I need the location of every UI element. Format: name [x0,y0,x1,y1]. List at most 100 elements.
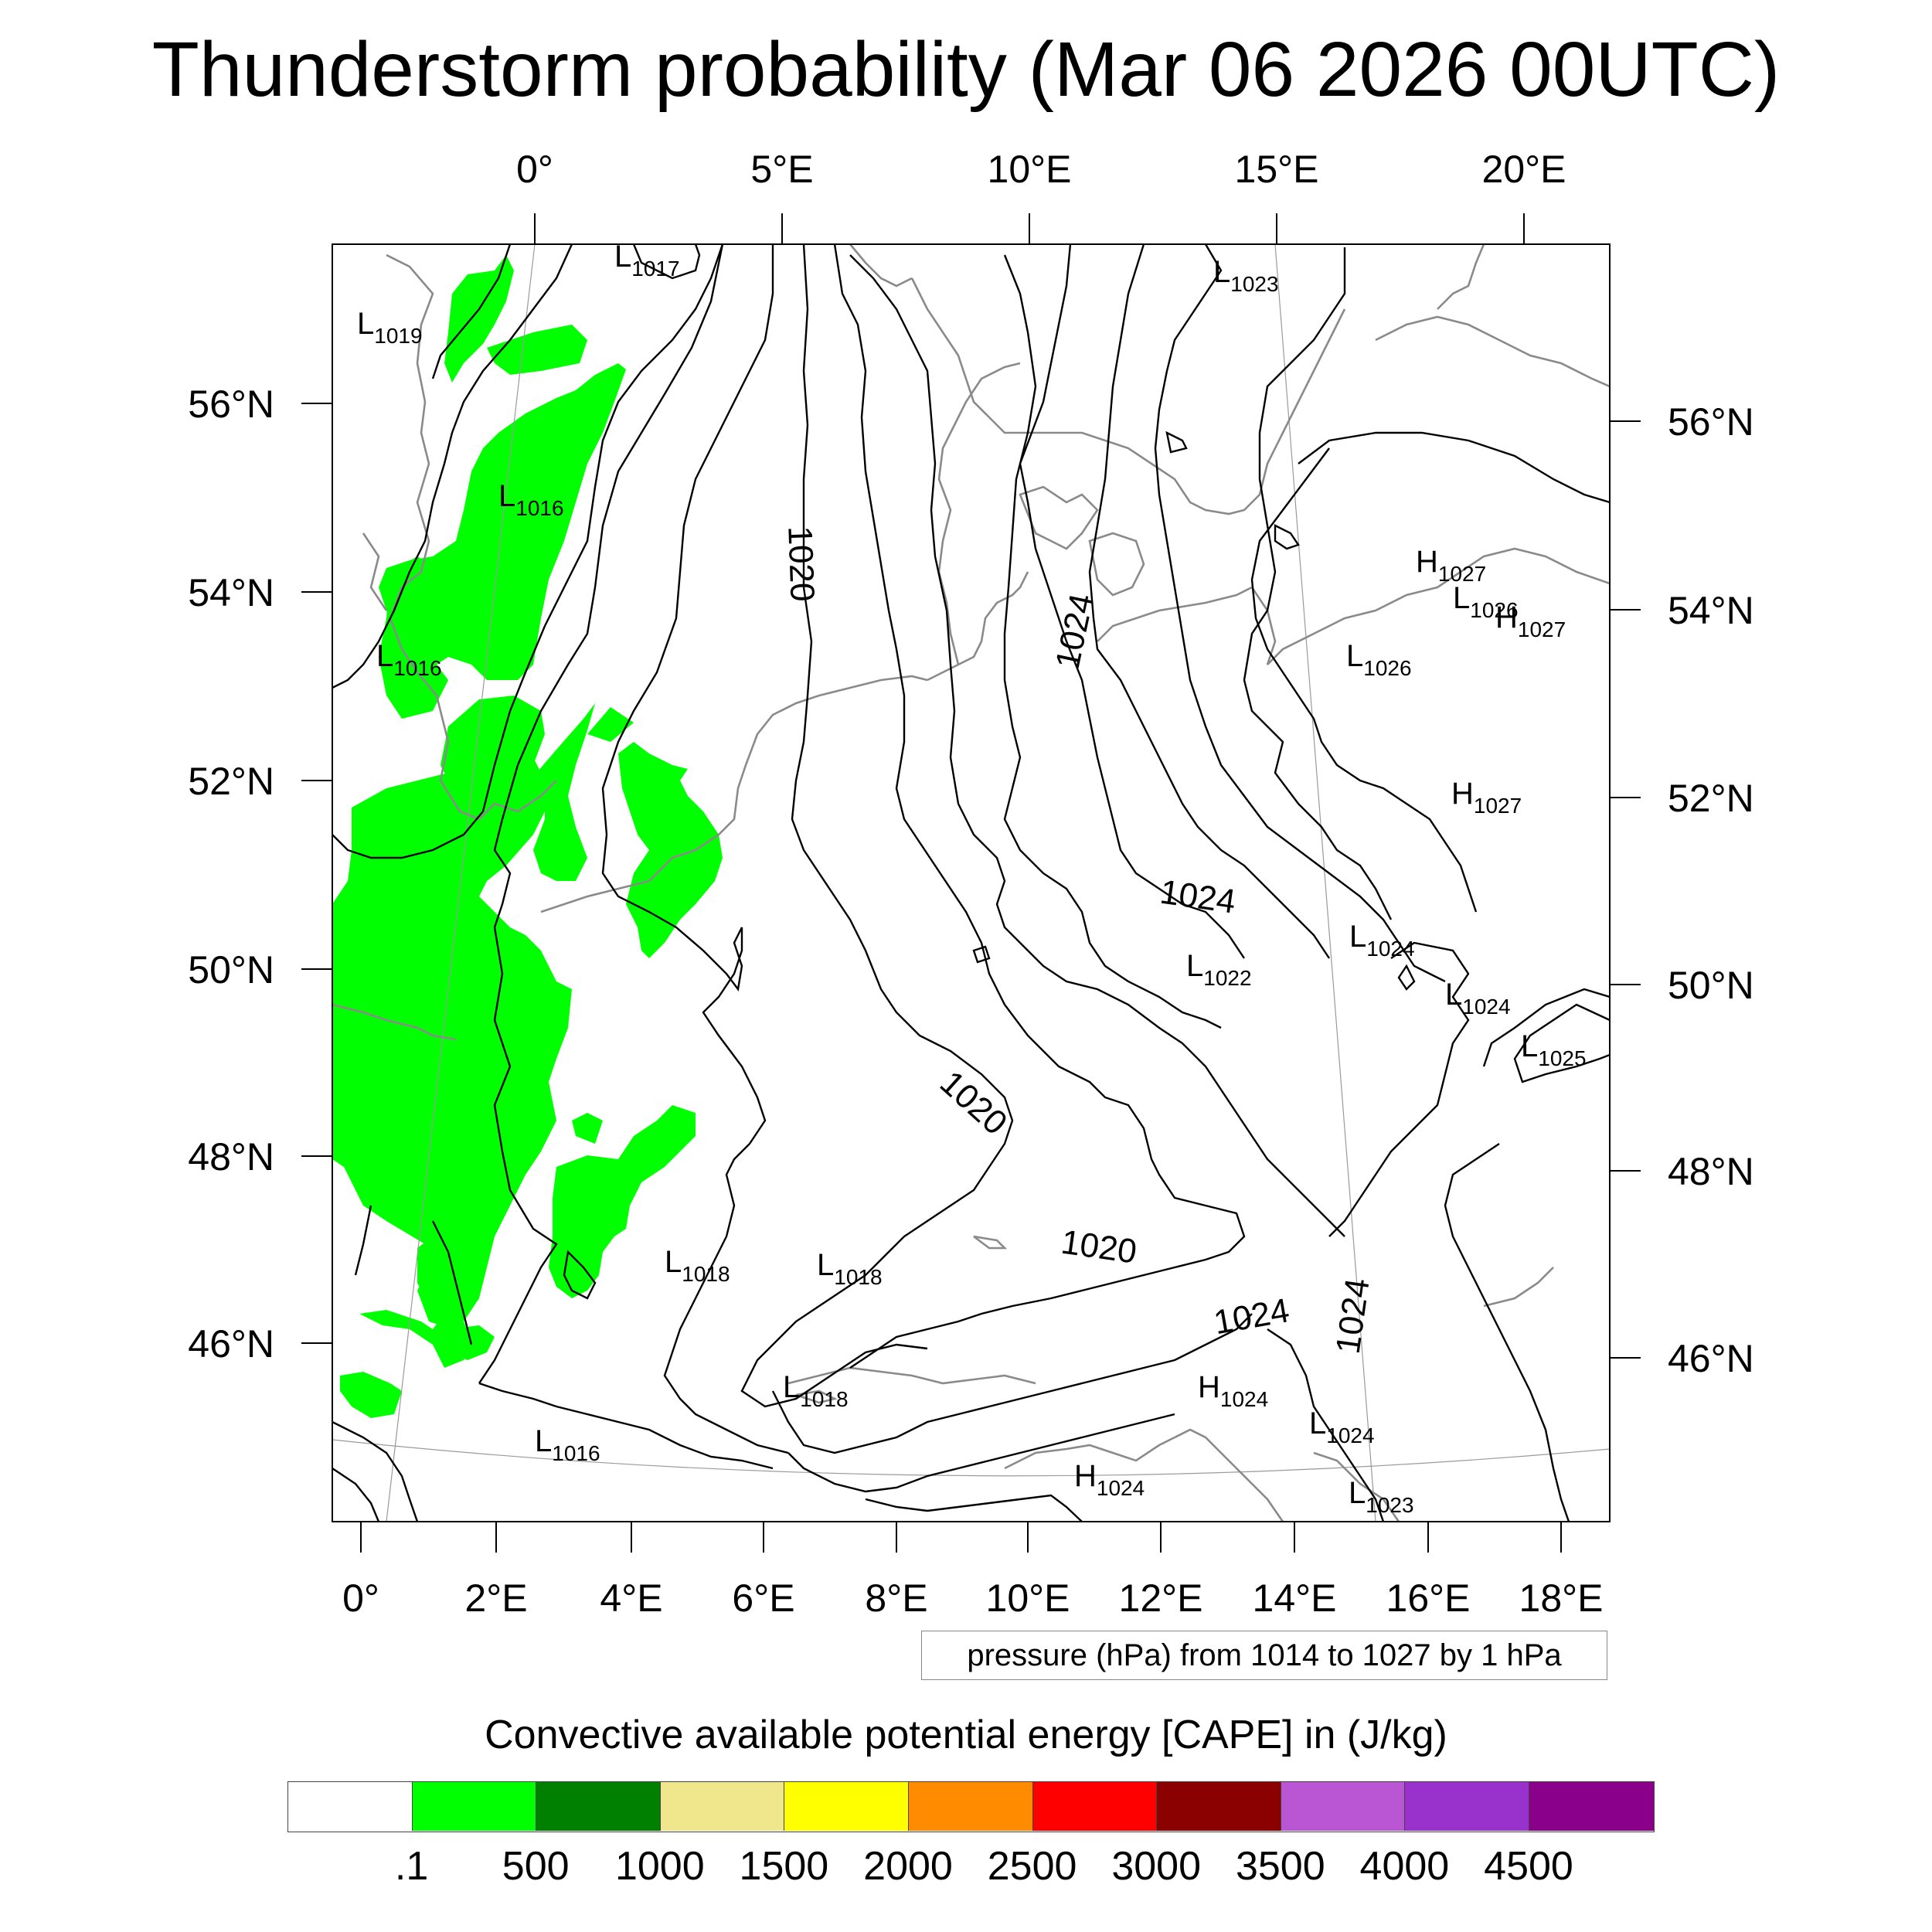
cape-shading [332,255,723,1418]
plot-frame [332,243,1611,1522]
high-pressure-label: H1024 [1074,1459,1145,1500]
isobar [1088,244,1330,959]
cape-area [549,1105,696,1298]
isobar [1274,524,1300,550]
colorbar-label: 3500 [1235,1844,1325,1889]
colorbar-label: 500 [502,1844,570,1889]
coastline-france-north [540,849,696,913]
isobar [1250,447,1478,913]
isobar [354,1205,372,1276]
coastline-uk-west [362,532,388,611]
left-lat-label: 48°N [188,1135,274,1179]
top-lon-label: 5°E [750,148,813,191]
coastline-italy-north [1004,1436,1175,1470]
isobar [1482,988,1610,1067]
isobar [431,1220,473,1345]
isobar [1513,1003,1610,1083]
bottom-lon-label: 8°E [865,1577,927,1620]
isobar [1444,1143,1570,1522]
low-pressure-label: L1018 [665,1245,730,1286]
isobar [771,1313,1253,1454]
isobar [849,254,1345,1237]
isobar [1267,1328,1385,1522]
colorbar-label: 2500 [987,1844,1077,1889]
right-lat-label: 50°N [1668,964,1754,1007]
coastlines [332,244,1610,1522]
right-lat-label: 54°N [1668,589,1754,632]
graticule [332,244,1610,1522]
isobar [1243,247,1393,920]
cape-area [533,703,595,881]
top-ticks [534,213,1525,244]
colorbar-label: 4000 [1359,1844,1450,1889]
isobar [1003,254,1222,1029]
cape-area [332,742,572,1329]
coastline-gotland [1437,244,1485,310]
high-pressure-label: H1027 [1495,600,1566,641]
isobar [1154,244,1446,983]
low-pressure-label: L1016 [498,479,564,520]
low-pressure-label: L1024 [1349,920,1415,961]
isobar [787,1413,1175,1493]
coastline-danish-islands [1019,485,1099,550]
contour-label: 1024 [1158,873,1238,921]
left-lat-label: 54°N [188,571,274,614]
colorbar-swatch [288,1782,413,1831]
coastline-benelux [695,675,928,852]
isobar [1298,431,1610,504]
right-ticks [1610,420,1641,1359]
low-pressure-label: L1026 [1346,639,1412,680]
top-lon-label: 10°E [988,148,1072,191]
right-lat-label: 56°N [1668,400,1754,444]
right-lat-label: 46°N [1668,1337,1754,1380]
bottom-lon-label: 18°E [1519,1577,1604,1620]
coastline-jutland [937,362,1021,665]
cape-area [444,255,514,383]
isobar [332,1468,380,1522]
isobar [833,244,1246,1369]
colorbar-swatch [1157,1782,1281,1831]
colorbar-swatch [1405,1782,1529,1831]
left-ticks [301,403,332,1344]
high-pressure-label: H1027 [1451,777,1522,818]
colorbar-title: Convective available potential energy [C… [485,1713,1447,1757]
coastline-germany-north [927,571,1029,682]
cape-area [417,1236,464,1306]
lake-geneva [795,1389,838,1404]
left-lat-label: 50°N [188,948,274,992]
low-pressure-label: L1024 [1309,1406,1375,1447]
colorbar [287,1781,1655,1832]
contour-info-box: pressure (hPa) from 1014 to 1027 by 1 hP… [921,1631,1607,1680]
cape-area [340,1372,402,1418]
pressure-centers: L1017L1019L1016L1016L1023H1027L1026H1027… [357,240,1587,1517]
low-pressure-label: L1016 [376,639,442,680]
isobar [478,244,724,1384]
high-pressure-label: H1027 [1416,545,1486,586]
cape-area [359,1310,471,1368]
chart-title: Thunderstorm probability (Mar 06 2026 00… [151,26,1781,113]
coastline-sweden [910,277,1346,515]
right-lat-label: 52°N [1668,777,1754,820]
colorbar-label: 1500 [739,1844,829,1889]
colorbar-swatch [1281,1782,1406,1831]
isobar [1397,964,1416,991]
bottom-lon-label: 14°E [1253,1577,1337,1620]
colorbar-swatch [660,1782,785,1831]
contour-label: 1024 [1329,1276,1377,1356]
left-lat-label: 52°N [188,760,274,803]
coastline-uk-east [386,253,557,821]
lake-bodensee [973,1235,1008,1250]
low-pressure-label: L1023 [1213,255,1279,296]
low-pressure-label: L1022 [1186,949,1252,990]
cape-area [618,742,723,958]
bottom-lon-label: 4°E [600,1577,662,1620]
coastline-adriatic [1174,1428,1284,1522]
isobar [563,1250,597,1300]
colorbar-label: 1000 [614,1844,705,1889]
top-lon-label: 0° [516,148,553,191]
coastline-finland-gulf [1375,315,1610,388]
isobar [601,244,789,1454]
top-lon-labels: 0° 5°E 10°E 15°E 20°E [516,148,1566,191]
bottom-lon-label: 2°E [464,1577,527,1620]
